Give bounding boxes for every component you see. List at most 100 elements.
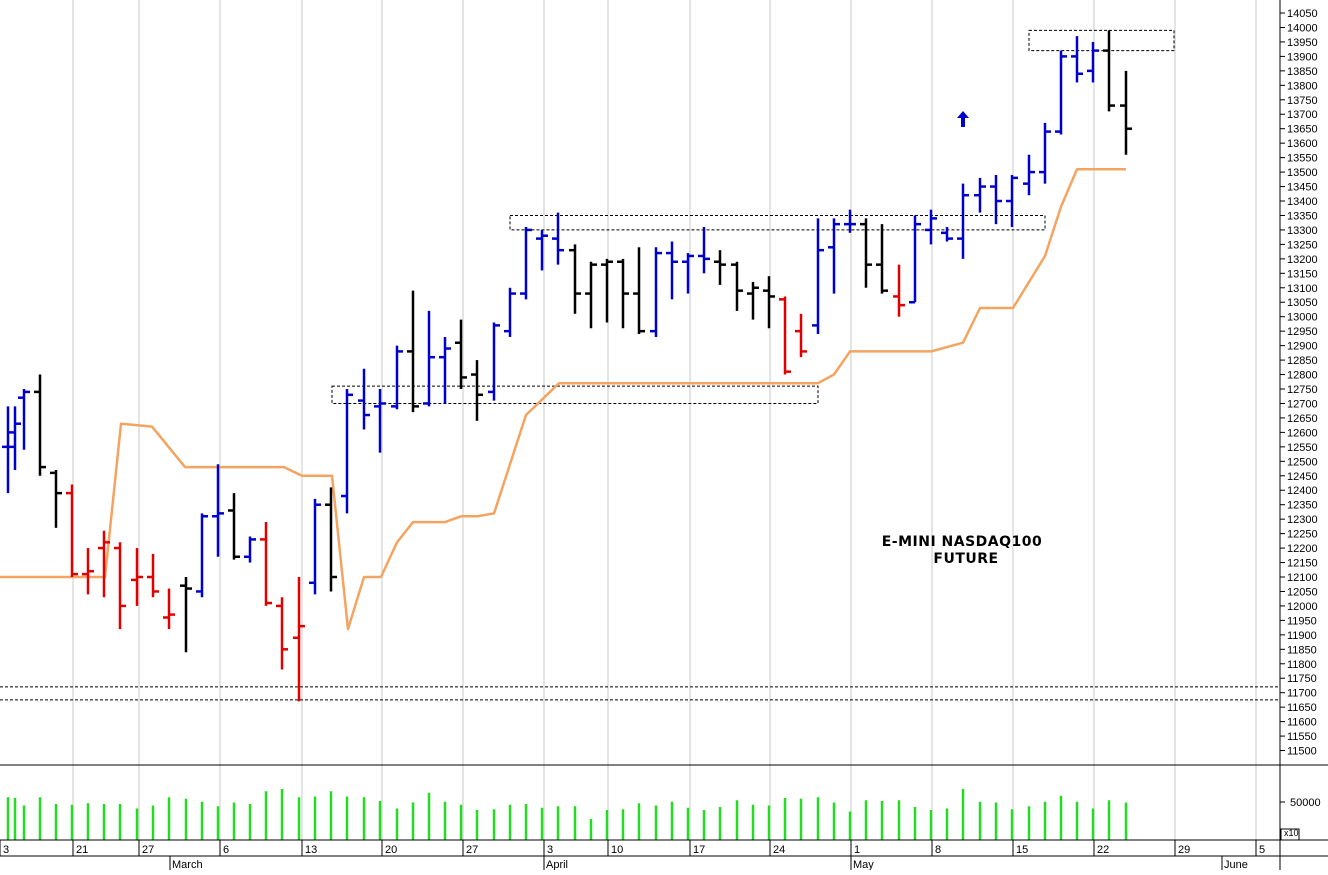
ohlc-bar-41 (650, 247, 662, 337)
ohlc-bar-38 (601, 258, 613, 323)
ohlc-bar-19 (293, 577, 305, 702)
price-tick-label-14: 12200 (1287, 543, 1318, 555)
ohlc-bar-46 (731, 261, 743, 311)
chart-title-line-1: E-MINI NASDAQ100 (882, 534, 1043, 550)
ohlc-bar-66 (1055, 50, 1067, 135)
price-tick-label-28: 12900 (1287, 341, 1318, 353)
ohlc-bar-22 (341, 389, 353, 514)
orange-line-layer (0, 167, 1126, 631)
ohlc-bar-20 (309, 498, 321, 595)
ohlc-bar-69 (1103, 30, 1115, 112)
ohlc-bar-44 (698, 227, 710, 274)
price-tick-label-15: 12250 (1287, 529, 1318, 541)
ohlc-bar-54 (860, 218, 872, 288)
day-tick-label-4: 13 (305, 844, 317, 856)
price-tick-label-22: 12600 (1287, 427, 1318, 439)
ohlc-bar-33 (520, 227, 532, 300)
ohlc-bar-4 (50, 469, 62, 528)
ohlc-bar-25 (391, 345, 403, 410)
price-tick-label-11: 12050 (1287, 586, 1318, 598)
ohlc-bar-67 (1071, 36, 1083, 83)
ohlc-bar-23 (358, 368, 370, 430)
price-tick-label-48: 13900 (1287, 51, 1318, 63)
ohlc-bar-18 (276, 597, 288, 670)
ohlc-bar-7 (98, 530, 110, 598)
ohlc-bar-39 (617, 258, 629, 329)
ohlc-bar-57 (909, 215, 921, 304)
ohlc-bar-62 (990, 174, 1002, 225)
ohlc-bar-40 (633, 247, 645, 335)
price-tick-label-39: 13450 (1287, 182, 1318, 194)
chart-title-line-2: FUTURE (933, 551, 998, 567)
price-tick-label-16: 12300 (1287, 514, 1318, 526)
day-tick-label-2: 27 (142, 844, 154, 856)
ohlc-bar-53 (844, 209, 856, 233)
price-tick-label-0: 11500 (1287, 746, 1317, 758)
ohlc-bar-9 (131, 548, 143, 606)
price-tick-label-30: 13000 (1287, 312, 1318, 324)
price-tick-label-35: 13250 (1287, 239, 1318, 251)
ohlc-bar-59 (941, 227, 953, 242)
ohlc-bar-60 (957, 183, 969, 259)
price-tick-label-13: 12150 (1287, 558, 1318, 570)
price-tick-label-24: 12700 (1287, 398, 1318, 410)
ohlc-bar-42 (666, 241, 678, 300)
day-tick-label-13: 15 (1016, 844, 1028, 856)
price-tick-label-45: 13750 (1287, 95, 1318, 107)
up-arrow-icon (957, 111, 969, 128)
dashed-rectangle-2 (1028, 29, 1175, 52)
day-tick-label-1: 21 (76, 844, 88, 856)
price-tick-label-19: 12450 (1287, 471, 1318, 483)
price-tick-label-42: 13600 (1287, 138, 1318, 150)
ohlc-bar-27 (423, 310, 435, 407)
price-tick-label-1: 11550 (1287, 731, 1317, 743)
price-tick-label-2: 11600 (1287, 717, 1317, 729)
dashed-rectangle-1 (509, 214, 1046, 231)
volume-tick-label: 50000 (1290, 797, 1321, 809)
ohlc-bar-56 (893, 264, 905, 317)
price-tick-label-36: 13300 (1287, 225, 1318, 237)
price-tick-label-46: 13800 (1287, 80, 1318, 92)
orange-stop-line (0, 167, 1126, 631)
ohlc-bar-34 (536, 229, 548, 271)
ohlc-bar-37 (585, 261, 597, 329)
price-tick-label-20: 12500 (1287, 456, 1318, 468)
day-tick-label-7: 3 (547, 844, 553, 856)
day-tick-label-6: 27 (466, 844, 478, 856)
price-tick-label-34: 13200 (1287, 254, 1318, 266)
ohlc-bar-1 (9, 406, 21, 470)
day-tick-label-9: 17 (693, 844, 705, 856)
ohlc-bar-52 (828, 218, 840, 294)
ohlc-bar-58 (925, 209, 937, 245)
ohlc-bar-49 (779, 296, 791, 375)
volume-bars (6, 789, 1128, 840)
day-tick-label-12: 8 (935, 844, 941, 856)
ohlc-bar-6 (82, 548, 94, 595)
price-tick-label-5: 11750 (1287, 673, 1317, 685)
grid-layer (72, 0, 1257, 840)
ohlc-bar-5 (66, 484, 78, 578)
ohlc-bar-14 (212, 464, 224, 557)
ohlc-bar-32 (504, 287, 516, 337)
price-tick-label-40: 13500 (1287, 167, 1318, 179)
ohlc-bar-26 (407, 290, 419, 413)
ohlc-bar-11 (163, 588, 175, 630)
ohlc-bar-65 (1039, 122, 1051, 184)
day-tick-label-3: 6 (223, 844, 229, 856)
ohlc-bar-51 (812, 218, 824, 335)
ohlc-bar-28 (439, 336, 451, 404)
ohlc-bar-16 (244, 536, 256, 563)
day-tick-label-14: 22 (1097, 844, 1109, 856)
price-tick-label-49: 13950 (1287, 37, 1318, 49)
day-tick-label-15: 29 (1178, 844, 1190, 856)
day-tick-label-11: 1 (854, 844, 860, 856)
month-label-1: April (546, 859, 568, 870)
price-tick-label-33: 13150 (1287, 268, 1318, 280)
price-tick-label-41: 13550 (1287, 153, 1318, 165)
ohlc-bar-36 (569, 244, 581, 314)
price-tick-label-38: 13400 (1287, 196, 1318, 208)
price-tick-label-7: 11850 (1287, 644, 1317, 656)
month-label-2: May (853, 859, 874, 870)
